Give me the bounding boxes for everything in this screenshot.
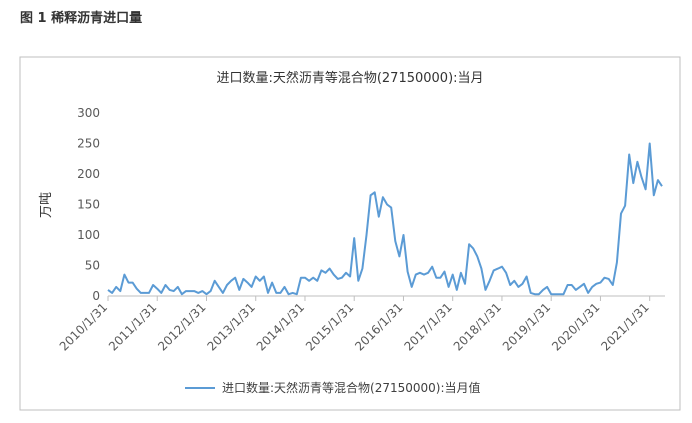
x-tick-label: 2020/1/31 xyxy=(549,300,602,353)
legend-label: 进口数量:天然沥青等混合物(27150000):当月值 xyxy=(222,380,481,395)
x-tick-label: 2019/1/31 xyxy=(500,300,553,353)
y-axis-label: 万吨 xyxy=(39,192,54,218)
y-tick-label: 50 xyxy=(85,259,100,273)
data-line xyxy=(107,142,663,296)
x-tick-label: 2011/1/31 xyxy=(106,300,159,353)
x-tick-label: 2018/1/31 xyxy=(451,300,504,353)
x-tick-label: 2012/1/31 xyxy=(155,300,208,353)
x-tick-label: 2021/1/31 xyxy=(598,300,651,353)
y-tick-label: 250 xyxy=(77,137,100,151)
y-tick-label: 150 xyxy=(77,198,100,212)
x-tick-label: 2010/1/31 xyxy=(57,300,110,353)
x-tick-label: 2016/1/31 xyxy=(352,300,405,353)
chart-title: 进口数量:天然沥青等混合物(27150000):当月 xyxy=(216,70,483,86)
y-tick-label: 300 xyxy=(77,106,100,120)
chart-frame xyxy=(19,56,681,411)
y-tick-label: 200 xyxy=(77,167,100,181)
x-tick-label: 2015/1/31 xyxy=(303,300,356,353)
y-tick-label: 100 xyxy=(77,228,100,242)
x-tick-label: 2013/1/31 xyxy=(204,300,257,353)
y-tick-label: 0 xyxy=(92,289,100,303)
x-tick-label: 2017/1/31 xyxy=(401,300,454,353)
x-tick-label: 2014/1/31 xyxy=(254,300,307,353)
page-title: 图 1 稀释沥青进口量 xyxy=(20,10,142,26)
